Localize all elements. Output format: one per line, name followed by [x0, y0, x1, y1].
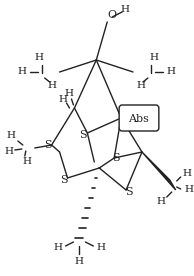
Text: S: S: [80, 130, 87, 140]
Text: H: H: [34, 54, 43, 62]
Text: H: H: [22, 158, 31, 166]
Text: O: O: [108, 10, 117, 20]
Polygon shape: [142, 152, 176, 190]
Text: S: S: [125, 187, 133, 197]
Text: H: H: [166, 68, 175, 76]
Text: H: H: [47, 81, 56, 89]
Text: H: H: [53, 243, 62, 253]
Text: S: S: [60, 175, 67, 185]
Text: H: H: [64, 89, 73, 99]
Text: H: H: [4, 147, 13, 155]
Text: H: H: [182, 169, 191, 177]
Text: H: H: [121, 6, 130, 15]
Text: Abs: Abs: [129, 114, 149, 124]
Text: H: H: [58, 95, 67, 105]
Text: H: H: [75, 258, 84, 267]
Text: H: H: [156, 197, 165, 206]
Text: H: H: [17, 68, 26, 76]
Text: H: H: [184, 185, 193, 195]
Text: H: H: [149, 54, 158, 62]
Text: H: H: [97, 243, 106, 253]
FancyBboxPatch shape: [119, 105, 159, 131]
Text: S: S: [44, 140, 51, 150]
Text: S: S: [112, 153, 120, 163]
Text: H: H: [136, 81, 146, 89]
Text: H: H: [6, 131, 15, 140]
